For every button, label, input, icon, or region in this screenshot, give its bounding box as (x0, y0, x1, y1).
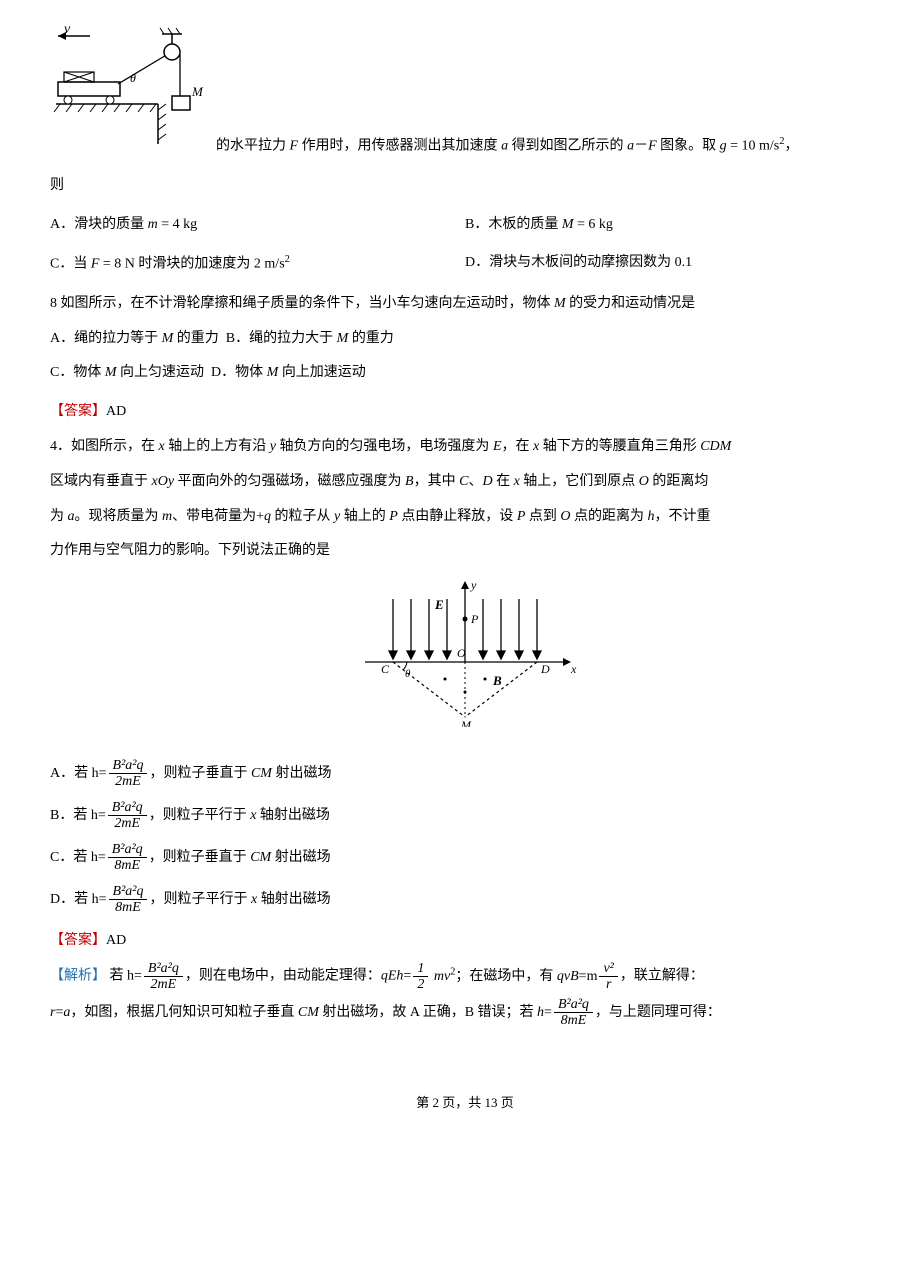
q4-A-pre: A．若 h= (50, 766, 107, 781)
svg-text:D: D (540, 662, 550, 676)
opt-B: B．木板的质量 M = 6 kg (465, 210, 880, 241)
frac-num: B²a²q (554, 997, 593, 1013)
jiexi-mid2: mv2；在磁场中，有 qvB=m (430, 969, 597, 984)
frac-num: B²a²q (109, 884, 148, 900)
frac-den: 2mE (144, 977, 183, 992)
q8-opts-1: A．绳的拉力等于 M 的重力 B．绳的拉力大于 M 的重力 (50, 324, 880, 355)
q8-stem: 8 如图所示，在不计滑轮摩擦和绳子质量的条件下，当小车匀速向左运动时，物体 M … (50, 289, 880, 320)
q8-opts-2: C．物体 M 向上匀速运动 D．物体 M 向上加速运动 (50, 358, 880, 389)
q4-D-pre: D．若 h= (50, 892, 107, 907)
q-top-options-row1: A．滑块的质量 m = 4 kg B．木板的质量 M = 6 kg (50, 206, 880, 245)
jiexi-p2: r=a，如图，根据几何知识可知粒子垂直 CM 射出磁场，故 A 正确，B 错误；… (50, 997, 880, 1029)
frac-den: 8mE (554, 1013, 593, 1028)
q4-C-post: ，则粒子垂直于 CM 射出磁场 (149, 850, 331, 865)
label-theta: θ (130, 71, 136, 85)
answer-2-value: AD (106, 933, 126, 948)
answer-2-label: 【答案】 (50, 933, 106, 948)
footer-total: 13 (485, 1095, 498, 1110)
answer-1-value: AD (106, 404, 126, 419)
opt-D: D．滑块与木板间的动摩擦因数为 0.1 (465, 248, 880, 279)
figure-1-block: v θ (50, 24, 880, 167)
q4-A-post: ，则粒子垂直于 CM 射出磁场 (149, 766, 331, 781)
jiexi-seg1: 若 h= (110, 969, 142, 984)
jiexi-p2-post: ，与上题同理可得： (595, 1005, 721, 1020)
q4-options: A．若 h=B²a²q2mE，则粒子垂直于 CM 射出磁场 B．若 h=B²a²… (50, 758, 880, 916)
answer-2: 【答案】AD (50, 926, 880, 957)
jiexi-p2-pre: r=a，如图，根据几何知识可知粒子垂直 CM 射出磁场，故 A 正确，B 错误；… (50, 1005, 552, 1020)
jiexi-mid1: ，则在电场中，由动能定理得：qEh= (185, 969, 411, 984)
svg-text:E: E (434, 597, 444, 612)
frac-den: 2mE (109, 774, 148, 789)
label-M: M (191, 84, 204, 99)
footer-post: 页 (498, 1095, 514, 1110)
footer-mid: 页，共 (439, 1095, 485, 1110)
svg-text:O: O (457, 646, 466, 660)
figure-1: v θ (50, 24, 210, 167)
svg-text:P: P (470, 612, 479, 626)
q4-opt-C: C．若 h=B²a²q8mE，则粒子垂直于 CM 射出磁场 (50, 842, 880, 874)
svg-text:B: B (492, 673, 502, 688)
q4-p3: 为 a。现将质量为 m、带电荷量为+q 的粒子从 y 轴上的 P 点由静止释放，… (50, 502, 880, 533)
frac-den: 8mE (108, 858, 147, 873)
frac-num: B²a²q (109, 758, 148, 774)
q4-opt-D: D．若 h=B²a²q8mE，则粒子平行于 x 轴射出磁场 (50, 884, 880, 916)
frac-den: r (599, 977, 617, 992)
q4-opt-A: A．若 h=B²a²q2mE，则粒子垂直于 CM 射出磁场 (50, 758, 880, 790)
footer-pre: 第 (416, 1095, 432, 1110)
frac-den: 2mE (108, 816, 147, 831)
q4-D-post: ，则粒子平行于 x 轴射出磁场 (149, 892, 330, 907)
label-v: v (64, 24, 71, 37)
lead-paragraph-2: 则 (50, 171, 880, 202)
svg-text:θ: θ (405, 668, 411, 680)
jiexi-label: 【解析】 (50, 969, 106, 984)
frac-den: 8mE (109, 900, 148, 915)
answer-1: 【答案】AD (50, 397, 880, 428)
frac-num: v² (599, 961, 617, 977)
q4-B-post: ，则粒子平行于 x 轴射出磁场 (149, 808, 330, 823)
answer-1-label: 【答案】 (50, 404, 106, 419)
frac-num: B²a²q (108, 800, 147, 816)
jiexi-p1: 【解析】 若 h=B²a²q2mE，则在电场中，由动能定理得：qEh=12 mv… (50, 960, 880, 992)
figure-2: y x E P O C D M θ (50, 577, 880, 740)
q4-B-pre: B．若 h= (50, 808, 106, 823)
svg-text:y: y (470, 578, 477, 592)
q4-p1: 4．如图所示，在 x 轴上的上方有沿 y 轴负方向的匀强电场，电场强度为 E，在… (50, 432, 880, 463)
frac-num: B²a²q (144, 961, 183, 977)
frac-num: B²a²q (108, 842, 147, 858)
q4-p2: 区域内有垂直于 xOy 平面向外的匀强磁场，磁感应强度为 B，其中 C、D 在 … (50, 467, 880, 498)
svg-text:M: M (460, 718, 472, 727)
q4-p4: 力作用与空气阻力的影响。下列说法正确的是 (50, 536, 880, 567)
opt-C: C．当 F = 8 N 时滑块的加速度为 2 m/s2 (50, 248, 465, 280)
q4-C-pre: C．若 h= (50, 850, 106, 865)
opt-A: A．滑块的质量 m = 4 kg (50, 210, 465, 241)
svg-text:x: x (570, 662, 577, 676)
frac-den: 2 (413, 977, 428, 992)
lead-paragraph: 的水平拉力 F 作用时，用传感器测出其加速度 a 得到如图乙所示的 a－F 图象… (216, 130, 880, 162)
svg-text:C: C (381, 662, 390, 676)
q-top-options-row2: C．当 F = 8 N 时滑块的加速度为 2 m/s2 D．滑块与木板间的动摩擦… (50, 244, 880, 284)
page-footer: 第 2 页，共 13 页 (50, 1089, 880, 1118)
q4-opt-B: B．若 h=B²a²q2mE，则粒子平行于 x 轴射出磁场 (50, 800, 880, 832)
frac-num: 1 (413, 961, 428, 977)
jiexi-end: ，联立解得： (620, 969, 704, 984)
